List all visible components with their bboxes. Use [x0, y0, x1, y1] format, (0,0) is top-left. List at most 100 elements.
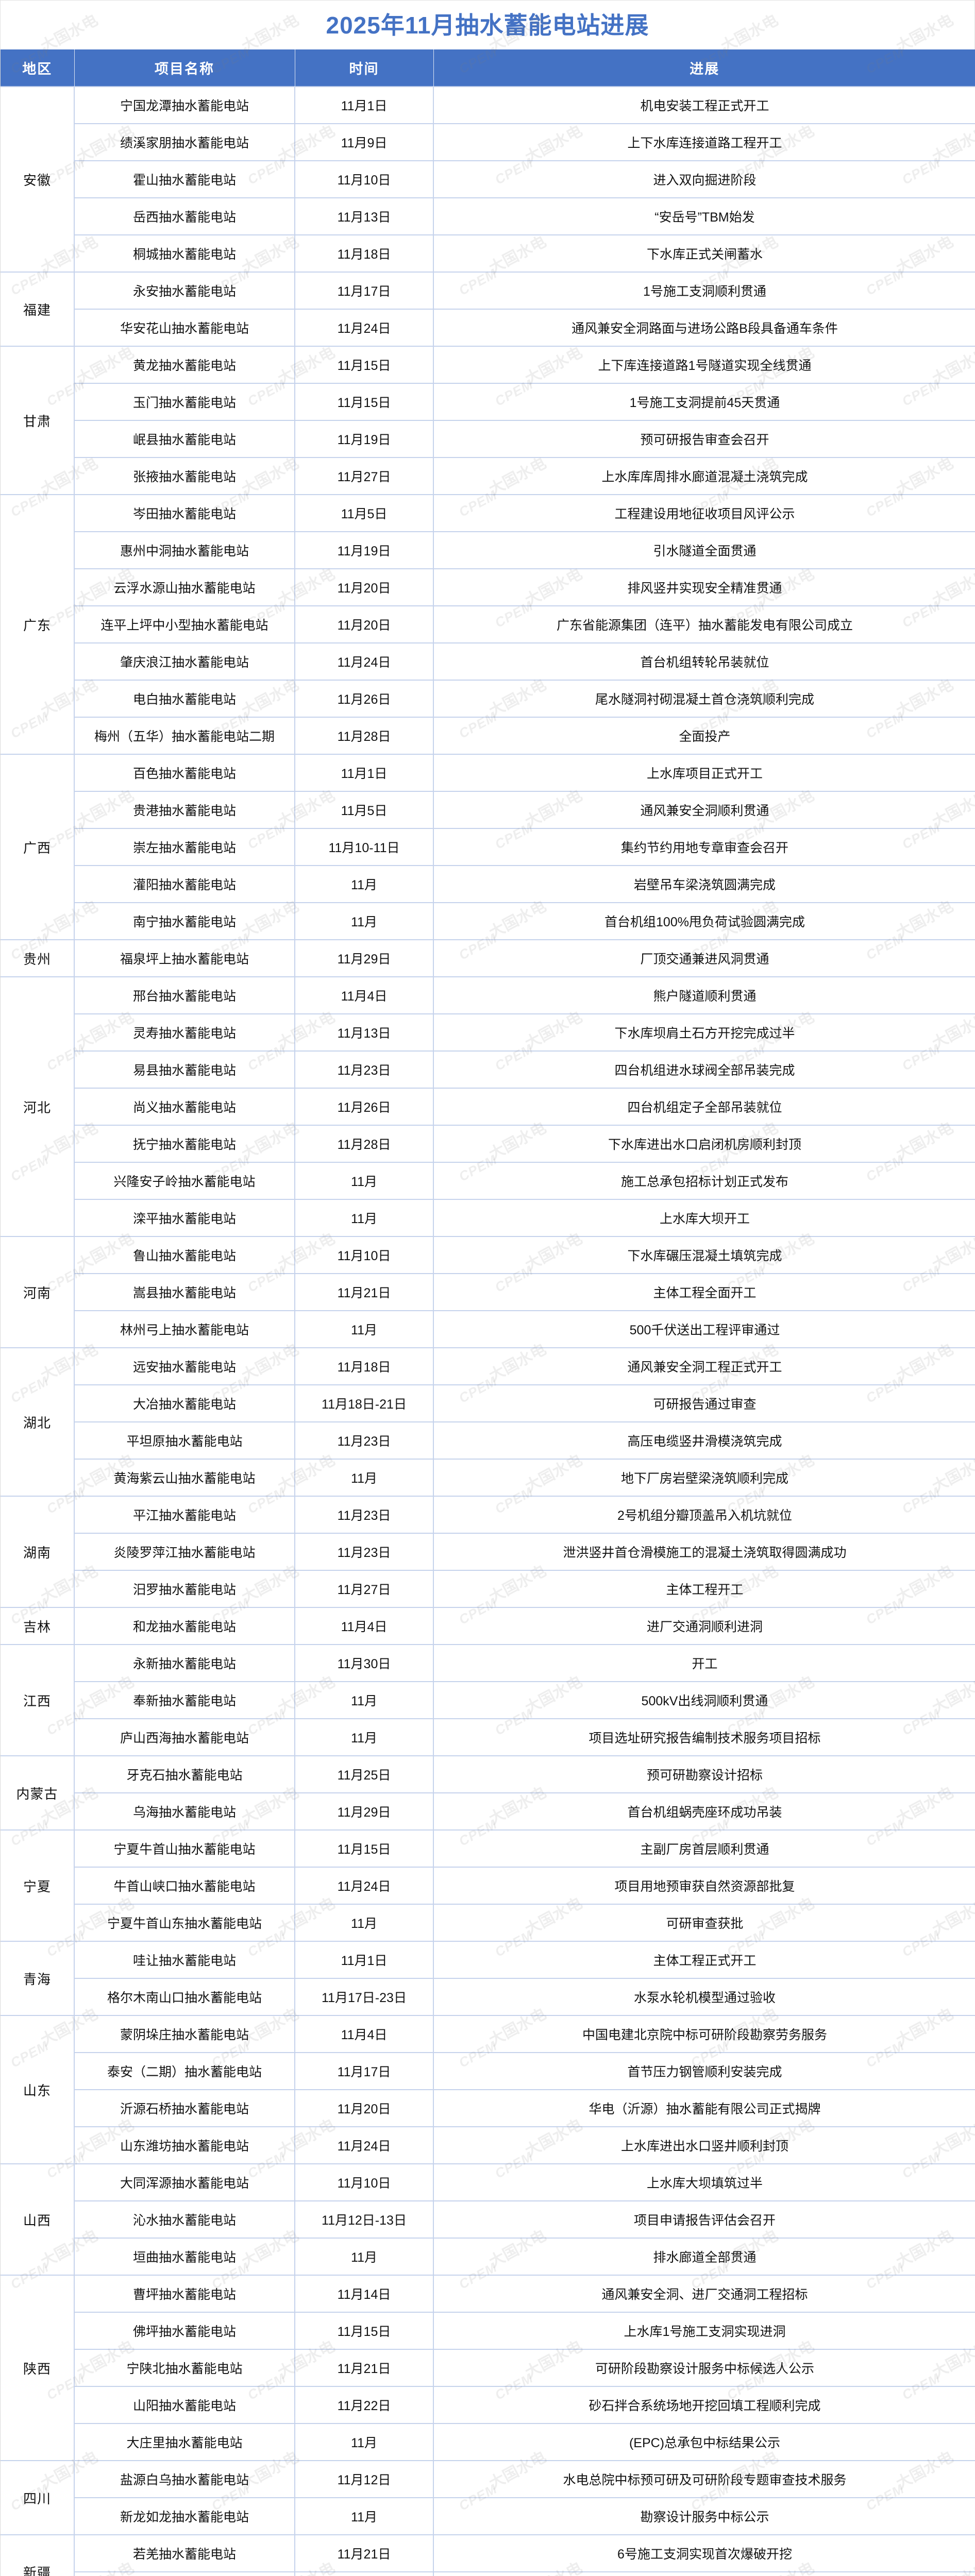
date-cell: 11月18日-21日 — [295, 1385, 434, 1422]
table-row: 贵州 福泉坪上抽水蓄能电站 11月29日 厂顶交通兼进风洞贯通 — [1, 939, 975, 977]
progress-cell: 通风兼安全洞、进厂交通洞工程招标 — [433, 2275, 975, 2313]
date-cell: 11月4日 — [295, 1607, 434, 1645]
progress-cell: 华电（沂源）抽水蓄能有限公司正式揭牌 — [433, 2090, 975, 2127]
project-cell: 泰安（二期）抽水蓄能电站 — [74, 2053, 295, 2090]
project-cell: 张掖抽水蓄能电站 — [74, 457, 295, 495]
project-cell: 大同浑源抽水蓄能电站 — [74, 2163, 295, 2201]
table-row: 广西 百色抽水蓄能电站 11月1日 上水库项目正式开工 — [1, 754, 975, 940]
progress-cell: 勘察设计服务中标公示 — [433, 2498, 975, 2535]
date-cell: 11月22日 — [295, 2386, 434, 2424]
project-cell: 宁夏牛首山东抽水蓄能电站 — [74, 1904, 295, 1942]
date-cell: 11月21日 — [295, 2534, 434, 2572]
table-row: 新疆 若羌抽水蓄能电站 11月21日 6号施工支洞实现首次爆破开挖 — [1, 2534, 975, 2576]
table-row: 吉林 和龙抽水蓄能电站 11月4日 进厂交通洞顺利进洞 — [1, 1607, 975, 1645]
project-cell: 华安花山抽水蓄能电站 — [74, 309, 295, 347]
progress-cell: 全面投产 — [433, 717, 975, 755]
table-row: 肇庆浪江抽水蓄能电站 11月24日 首台机组转轮吊装就位 — [1, 643, 975, 681]
progress-cell: 岩壁吊车梁浇筑圆满完成 — [433, 866, 975, 903]
table-row: 奉新抽水蓄能电站 11月 500kV出线洞顺利贯通 — [1, 1682, 975, 1719]
progress-cell: 水电总院中标预可研及可研阶段专题审查技术服务 — [433, 2460, 975, 2498]
project-cell: 哇让抽水蓄能电站 — [74, 1941, 295, 1979]
progress-cell: 上下水库连接道路工程开工 — [433, 124, 975, 161]
table-row: 滦平抽水蓄能电站 11月 上水库大坝开工 — [1, 1199, 975, 1237]
table-row: 大冶抽水蓄能电站 11月18日-21日 可研报告通过审查 — [1, 1385, 975, 1422]
project-cell: 奉新抽水蓄能电站 — [74, 1682, 295, 1719]
region-cell: 安徽 — [1, 86, 75, 273]
project-cell: 玉门抽水蓄能电站 — [74, 383, 295, 421]
table-row: 牛首山峡口抽水蓄能电站 11月24日 项目用地预审获自然资源部批复 — [1, 1867, 975, 1905]
region-cell: 广东 — [1, 494, 75, 755]
table-row: 张掖抽水蓄能电站 11月27日 上水库库周排水廊道混凝土浇筑完成 — [1, 457, 975, 495]
date-cell: 11月15日 — [295, 346, 434, 384]
table-row: 内蒙古 牙克石抽水蓄能电站 11月25日 预可研勘察设计招标 — [1, 1755, 975, 1831]
date-cell: 11月29日 — [295, 1793, 434, 1831]
date-cell: 11月23日 — [295, 1051, 434, 1089]
region-cell: 陕西 — [1, 2275, 75, 2461]
project-cell: 滦平抽水蓄能电站 — [74, 1199, 295, 1237]
progress-cell: 1号引水隧洞上平段上台阶实现顺利贯通 — [433, 2572, 975, 2576]
project-cell: 山东潍坊抽水蓄能电站 — [74, 2127, 295, 2164]
date-cell: 11月26日 — [295, 1088, 434, 1126]
table-row: 崇左抽水蓄能电站 11月10-11日 集约节约用地专章审查会召开 — [1, 828, 975, 866]
date-cell: 11月28日 — [295, 1125, 434, 1163]
progress-cell: 上下库连接道路1号隧道实现全线贯通 — [433, 346, 975, 384]
progress-cell: 主副厂房首层顺利贯通 — [433, 1829, 975, 1868]
project-cell: 牛首山峡口抽水蓄能电站 — [74, 1867, 295, 1905]
project-cell: 绩溪家朋抽水蓄能电站 — [74, 124, 295, 161]
project-cell: 垣曲抽水蓄能电站 — [74, 2238, 295, 2276]
date-cell: 11月1日 — [295, 1941, 434, 1979]
date-cell: 11月14日 — [295, 2275, 434, 2313]
progress-cell: 2号机组分瓣顶盖吊入机坑就位 — [433, 1496, 975, 1534]
progress-cell: 项目用地预审获自然资源部批复 — [433, 1867, 975, 1905]
date-cell: 11月15日 — [295, 1829, 434, 1868]
progress-cell: 进厂交通洞顺利进洞 — [433, 1607, 975, 1645]
project-cell: 崇左抽水蓄能电站 — [74, 828, 295, 866]
project-cell: 平坦原抽水蓄能电站 — [74, 1422, 295, 1460]
date-cell: 11月10日 — [295, 1236, 434, 1274]
progress-cell: 四台机组进水球阀全部吊装完成 — [433, 1051, 975, 1089]
project-cell: 惠州中洞抽水蓄能电站 — [74, 532, 295, 569]
project-cell: 蒙阴垛庄抽水蓄能电站 — [74, 2015, 295, 2053]
date-cell: 11月5日 — [295, 791, 434, 829]
progress-cell: 上水库大坝开工 — [433, 1199, 975, 1237]
progress-cell: 地下厂房岩壁梁浇筑顺利完成 — [433, 1459, 975, 1497]
column-header-progress: 进展 — [433, 49, 975, 87]
region-cell: 湖北 — [1, 1347, 75, 1497]
date-cell: 11月21日 — [295, 2349, 434, 2387]
progress-cell: 1号施工支洞提前45天贯通 — [433, 383, 975, 421]
progress-cell: 主体工程开工 — [433, 1570, 975, 1608]
date-cell: 11月21日 — [295, 1274, 434, 1311]
project-cell: 邢台抽水蓄能电站 — [74, 976, 295, 1014]
date-cell: 11月18日 — [295, 235, 434, 273]
progress-cell: 下水库碾压混凝土填筑完成 — [433, 1236, 975, 1274]
table-row: 灵寿抽水蓄能电站 11月13日 下水库坝肩土石方开挖完成过半 — [1, 1014, 975, 1052]
project-cell: 贵港抽水蓄能电站 — [74, 791, 295, 829]
progress-cell: 工程建设用地征收项目风评公示 — [433, 494, 975, 532]
project-cell: 易县抽水蓄能电站 — [74, 1051, 295, 1089]
table-row: 陕西 曹坪抽水蓄能电站 11月14日 通风兼安全洞、进厂交通洞工程招标 — [1, 2275, 975, 2461]
region-cell: 新疆 — [1, 2534, 75, 2576]
progress-cell: 上水库1号施工支洞实现进洞 — [433, 2312, 975, 2350]
project-cell: 福泉坪上抽水蓄能电站 — [74, 939, 295, 977]
project-cell: 鲁山抽水蓄能电站 — [74, 1236, 295, 1274]
table-row: 山西 大同浑源抽水蓄能电站 11月10日 上水库大坝填筑过半 — [1, 2163, 975, 2276]
project-cell: 黄龙抽水蓄能电站 — [74, 346, 295, 384]
project-cell: 宁陕北抽水蓄能电站 — [74, 2349, 295, 2387]
progress-cell: 项目选址研究报告编制技术服务项目招标 — [433, 1719, 975, 1756]
table-row: 大庄里抽水蓄能电站 11月 (EPC)总承包中标结果公示 — [1, 2424, 975, 2461]
table-row: 尚义抽水蓄能电站 11月26日 四台机组定子全部吊装就位 — [1, 1088, 975, 1126]
region-cell: 四川 — [1, 2460, 75, 2535]
progress-cell: 施工总承包招标计划正式发布 — [433, 1162, 975, 1200]
project-cell: 盐源白乌抽水蓄能电站 — [74, 2460, 295, 2498]
date-cell: 11月29日 — [295, 939, 434, 977]
table-body: 安徽 宁国龙潭抽水蓄能电站 11月1日 机电安装工程正式开工 绩溪家朋抽水蓄能电站 11月… — [1, 86, 975, 2576]
project-cell: 永新抽水蓄能电站 — [74, 1644, 295, 1682]
table-row: 电白抽水蓄能电站 11月26日 尾水隧洞衬砌混凝土首仓浇筑顺利完成 — [1, 680, 975, 718]
project-cell: 沁水抽水蓄能电站 — [74, 2201, 295, 2239]
project-cell: 嵩县抽水蓄能电站 — [74, 1274, 295, 1311]
region-cell: 甘肃 — [1, 346, 75, 495]
region-cell: 青海 — [1, 1941, 75, 2016]
table-row: 宁夏牛首山东抽水蓄能电站 11月 可研审查获批 — [1, 1904, 975, 1942]
progress-cell: 机电安装工程正式开工 — [433, 86, 975, 124]
progress-cell: 泄洪竖井首仓滑模施工的混凝土浇筑取得圆满成功 — [433, 1533, 975, 1571]
